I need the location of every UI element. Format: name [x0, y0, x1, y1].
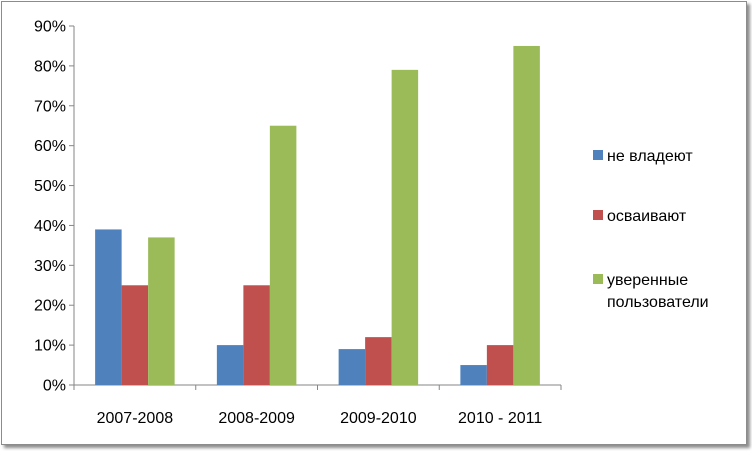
bar [486, 345, 514, 385]
y-tick-label: 90% [34, 19, 66, 36]
x-tick-label: 2010 - 2011 [458, 410, 542, 427]
legend: не владеют осваивают уверенные пользователи [593, 148, 709, 311]
y-tick-label: 50% [34, 178, 66, 195]
bar [269, 125, 297, 385]
y-tick-label: 80% [34, 58, 66, 75]
x-tick-label: 2009-2010 [340, 410, 417, 427]
bar [513, 45, 540, 385]
bar [391, 69, 419, 385]
legend-swatch [593, 210, 603, 220]
chart-frame: 0% 10% 20% 30% 40% 50% 60% 70% 80% 90% 2007-2008 20… [1, 1, 747, 445]
legend-swatch [593, 274, 603, 284]
bar [365, 337, 392, 385]
x-tick-label: 2008-2009 [218, 410, 295, 427]
legend-label: не владеют [607, 148, 693, 165]
y-tick-label: 30% [34, 258, 66, 275]
bar [460, 365, 487, 385]
legend-label: пользователи [607, 294, 709, 311]
y-tick-label: 40% [34, 218, 66, 235]
y-tick-label: 70% [34, 98, 66, 115]
legend-label: уверенные [607, 272, 688, 289]
x-tick-label: 2007-2008 [97, 410, 174, 427]
legend-swatch [593, 150, 603, 160]
y-tick-label: 10% [34, 338, 66, 355]
bar [95, 229, 122, 385]
bar [121, 285, 149, 385]
bar [338, 349, 366, 385]
bar-chart: 0% 10% 20% 30% 40% 50% 60% 70% 80% 90% 2007-2008 20… [34, 19, 709, 428]
y-tick-label: 20% [34, 298, 66, 315]
legend-label: осваивают [607, 208, 687, 225]
bar [148, 237, 175, 385]
y-tick-label: 60% [34, 138, 66, 155]
bar [216, 345, 244, 385]
axis-labels: 0% 10% 20% 30% 40% 50% 60% 70% 80% 90% 2007-2008 20… [34, 19, 542, 428]
bars [95, 45, 540, 385]
y-tick-label: 0% [43, 378, 66, 395]
bar [243, 285, 270, 385]
